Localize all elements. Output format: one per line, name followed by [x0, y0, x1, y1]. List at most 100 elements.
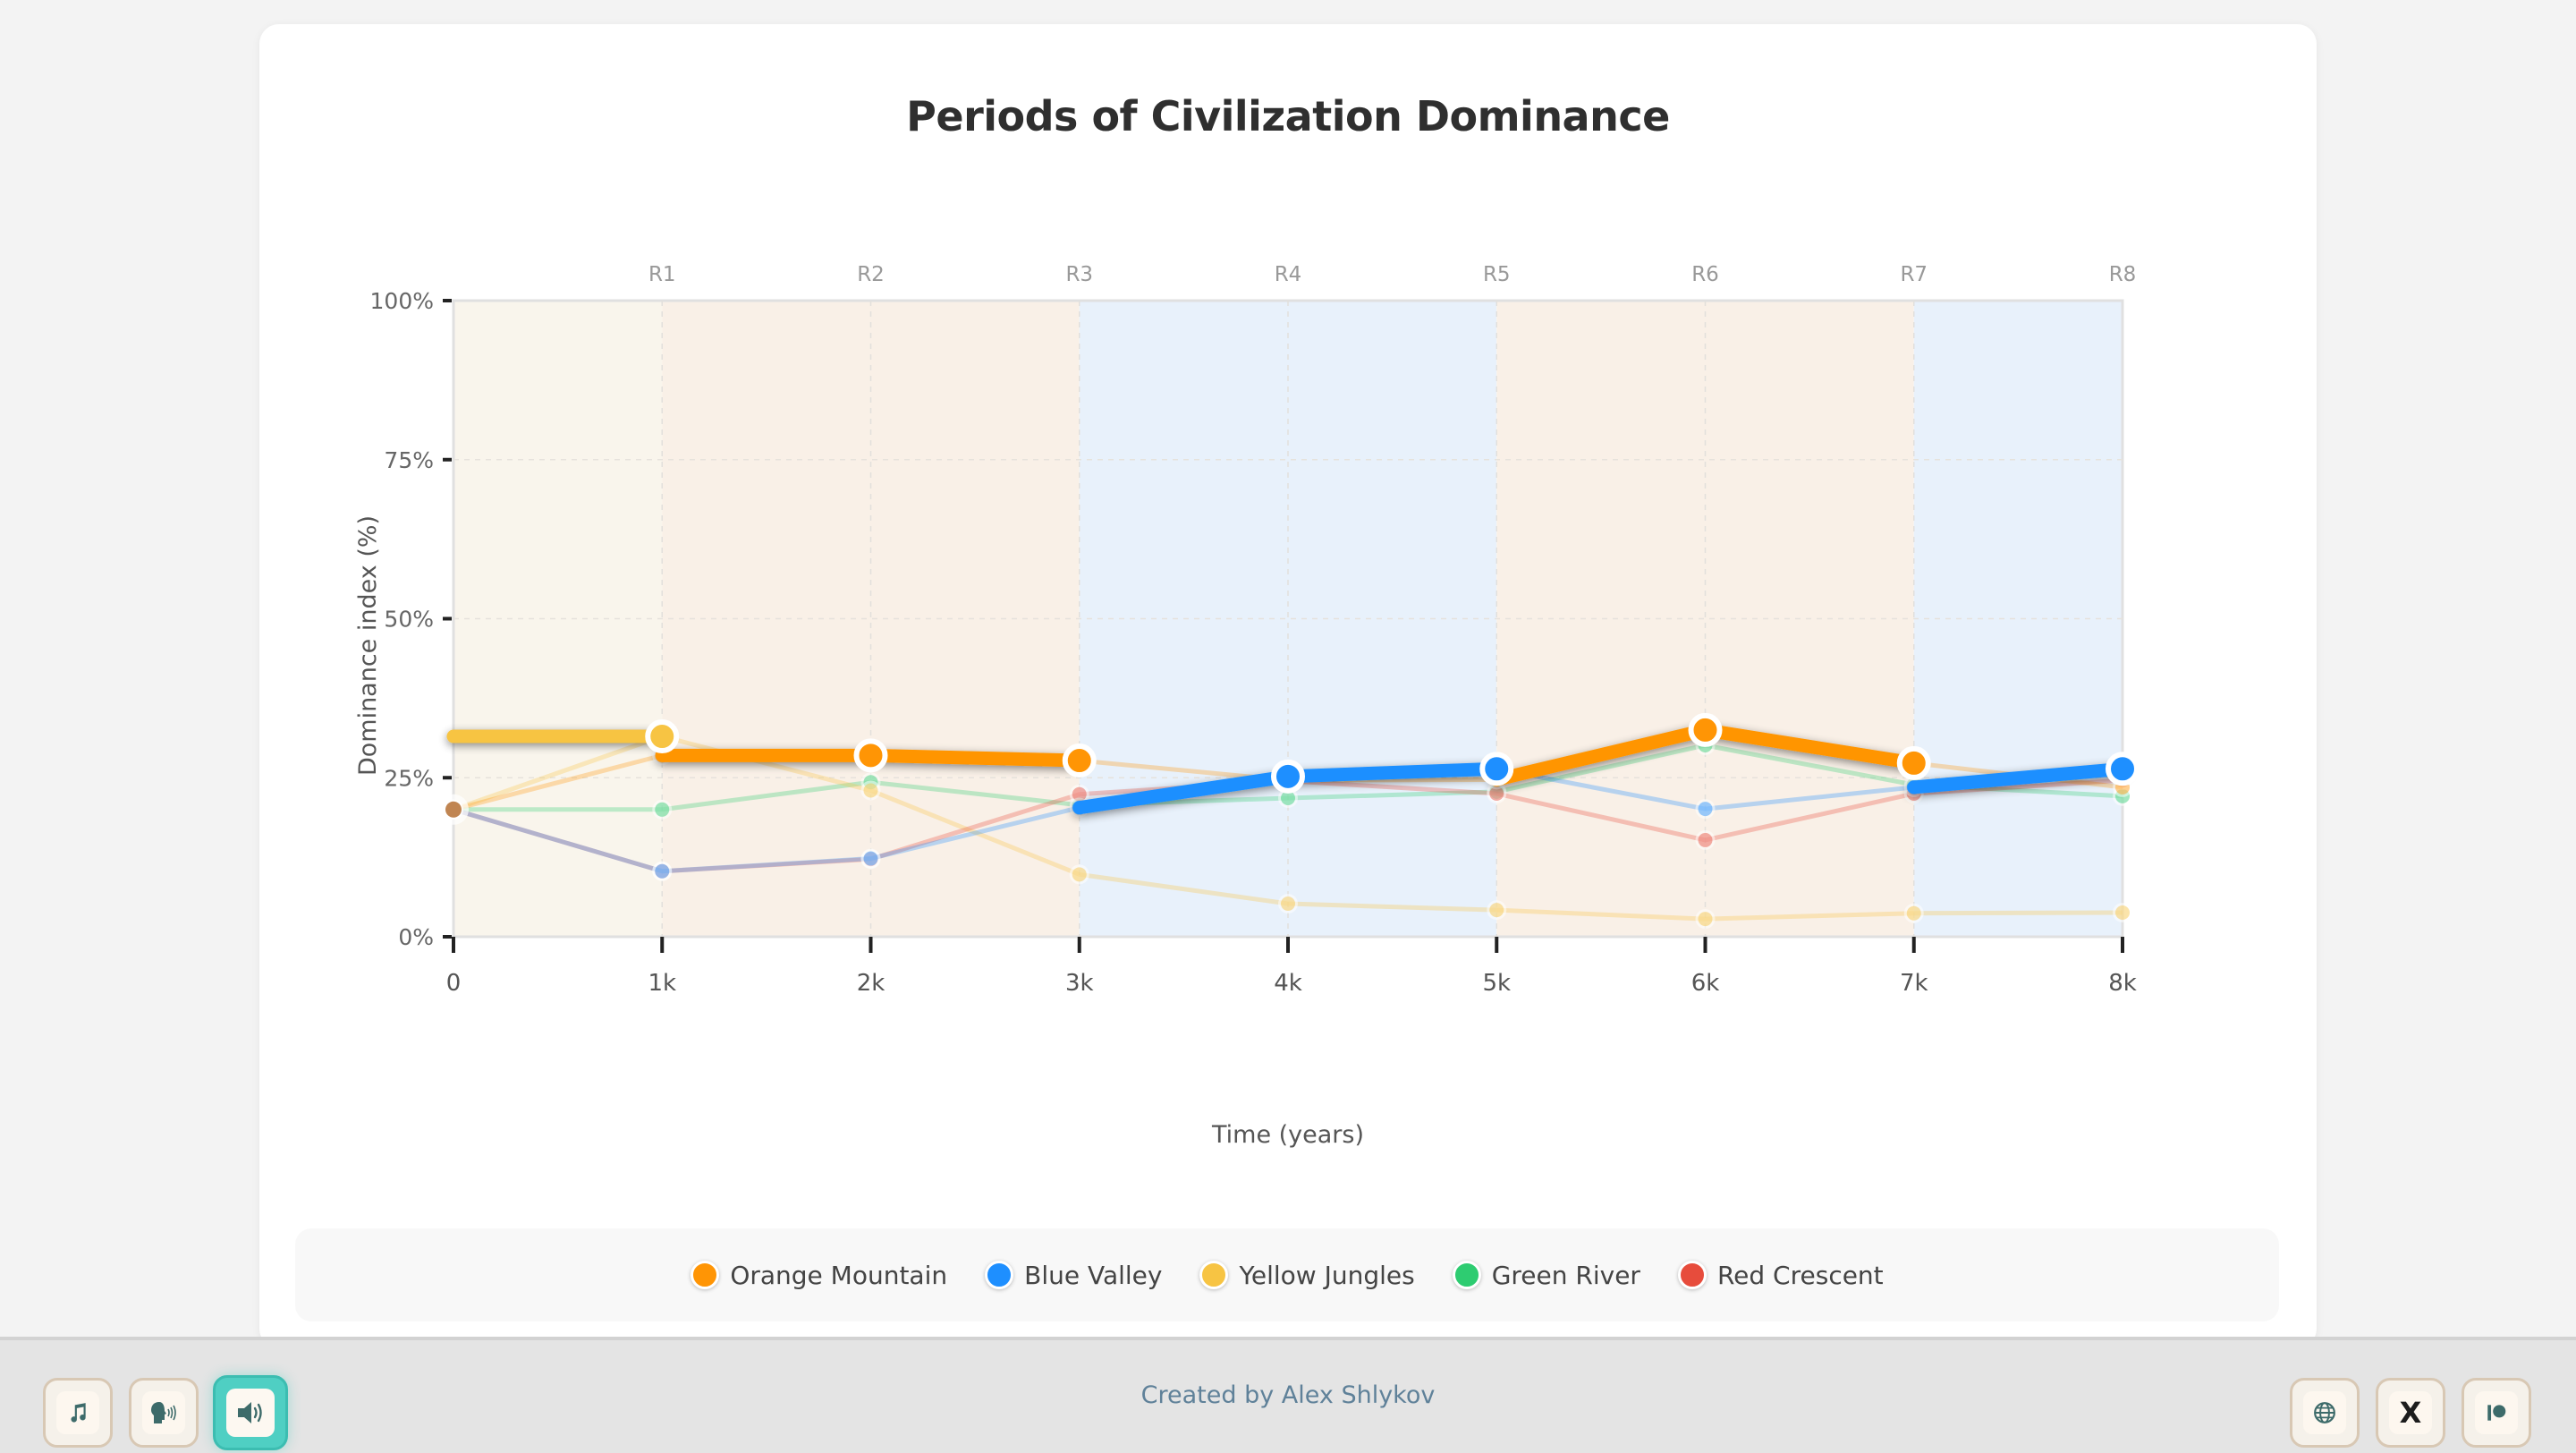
leader-segment-r6: [1489, 723, 1712, 786]
leader-segment-r3: [864, 748, 1087, 768]
x-social-button[interactable]: X: [2376, 1378, 2445, 1448]
legend-item-yellow-jungles[interactable]: Yellow Jungles: [1199, 1260, 1415, 1290]
point-halo: [1278, 894, 1298, 914]
leader-segment-r8: [1907, 761, 2130, 794]
leader-point-r1: [645, 719, 680, 754]
data-point: [655, 863, 670, 879]
leader-segment-r4: [1072, 769, 1295, 815]
speaking-head-icon: [151, 1402, 176, 1423]
legend: Orange Mountain Blue Valley Yellow Jungl…: [295, 1228, 2279, 1321]
legend-item-green-river[interactable]: Green River: [1452, 1260, 1640, 1290]
legend-label: Green River: [1491, 1260, 1640, 1290]
chart-card: Periods of Civilization Dominance 0% 25% 5…: [259, 24, 2317, 1348]
period-label: R4: [1275, 263, 1302, 286]
button-face: [56, 1391, 99, 1434]
leader-point-r3: [1062, 743, 1097, 778]
patreon-icon: [2487, 1405, 2506, 1421]
music-button[interactable]: [43, 1378, 113, 1448]
data-point: [1698, 912, 1713, 927]
website-button[interactable]: [2290, 1378, 2360, 1448]
legend-item-blue-valley[interactable]: Blue Valley: [985, 1261, 1162, 1290]
x-tick-label: 1k: [648, 970, 676, 997]
footer-bar: Created by Alex Shlykov X: [0, 1337, 2576, 1453]
patreon-button[interactable]: [2462, 1378, 2531, 1448]
period-label: R6: [1691, 263, 1719, 286]
data-point: [1072, 786, 1087, 802]
voice-button[interactable]: [129, 1378, 199, 1448]
data-point: [1072, 867, 1087, 882]
legend-item-orange-mountain[interactable]: Orange Mountain: [691, 1261, 947, 1290]
legend-swatch-icon: [1677, 1261, 1707, 1289]
point-halo: [1278, 788, 1298, 809]
leader-point-r5: [1479, 752, 1514, 786]
globe-icon: [2314, 1402, 2335, 1423]
point-halo: [1695, 909, 1716, 930]
point-halo: [860, 848, 881, 869]
x-tick-label: 7k: [1900, 970, 1928, 997]
data-point: [1281, 791, 1295, 806]
x-tick-label: 6k: [1691, 970, 1720, 997]
origin-point: [445, 801, 462, 818]
button-face: [2303, 1391, 2346, 1434]
legend-label: Blue Valley: [1024, 1260, 1163, 1290]
dominance-leader-line: [446, 723, 2130, 815]
leader-point-r7: [1896, 745, 1931, 780]
data-point: [863, 851, 878, 866]
period-label: R5: [1483, 263, 1511, 286]
point-halo: [1487, 900, 1507, 921]
button-face: [2475, 1391, 2518, 1434]
legend-swatch-icon: [1199, 1261, 1229, 1289]
y-axis-label: Dominance index (%): [354, 515, 382, 776]
point-halo: [652, 799, 673, 820]
x-axis-label: Time (years): [1211, 1121, 1364, 1149]
legend-label: Orange Mountain: [730, 1260, 948, 1290]
data-point: [655, 802, 670, 817]
data-point: [1698, 802, 1713, 817]
x-tick-label: 8k: [2108, 970, 2137, 997]
button-face: X: [2389, 1391, 2432, 1434]
x-tick-label: 4k: [1274, 970, 1302, 997]
speaker-button[interactable]: [213, 1375, 288, 1450]
line-chart: 0% 25% 50% 75% 100% 0 1k 2k 3k 4k 5k 6k 7k 8k R1 R2 R3 R4…: [354, 263, 2140, 1149]
period-label: R8: [2109, 263, 2137, 286]
legend-item-red-crescent[interactable]: Red Crescent: [1677, 1260, 1884, 1290]
period-label: R7: [1900, 263, 1928, 286]
y-tick-label: 100%: [370, 288, 434, 314]
x-logo-icon: X: [2399, 1396, 2422, 1430]
y-tick-label: 75%: [384, 447, 434, 473]
leader-point-r8: [2106, 752, 2140, 786]
x-tick-label: 5k: [1482, 970, 1511, 997]
period-label: R3: [1065, 263, 1093, 286]
data-point: [1906, 905, 1921, 921]
legend-label: Red Crescent: [1716, 1260, 1884, 1290]
legend-swatch-icon: [1452, 1261, 1481, 1289]
leader-point-r2: [853, 738, 888, 773]
y-tick-label: 0%: [398, 924, 434, 950]
point-halo: [1069, 864, 1089, 885]
x-tick-label: 2k: [857, 970, 886, 997]
data-point: [863, 783, 878, 798]
point-halo: [1695, 829, 1716, 850]
leader-segment-r7: [1699, 723, 1921, 770]
point-halo: [1487, 784, 1507, 804]
y-tick-label: 50%: [384, 607, 434, 633]
legend-label: Yellow Jungles: [1239, 1260, 1415, 1290]
point-halo: [860, 780, 881, 801]
music-note-icon: [71, 1403, 86, 1423]
data-point: [1281, 896, 1295, 912]
button-face: [226, 1389, 275, 1437]
data-point: [1489, 903, 1504, 918]
period-label: R2: [857, 263, 885, 286]
point-halo: [652, 861, 673, 881]
point-halo: [2113, 902, 2132, 922]
speaker-icon: [238, 1402, 262, 1423]
leader-point-r4: [1271, 759, 1305, 794]
y-tick-label: 25%: [384, 765, 434, 791]
leader-segment-r5: [1281, 761, 1504, 784]
point-halo: [1903, 903, 1924, 923]
x-tick-label: 0: [446, 970, 462, 997]
data-point: [1698, 832, 1713, 847]
legend-swatch-icon: [691, 1261, 720, 1289]
point-halo: [1695, 799, 1716, 820]
leader-point-r6: [1688, 712, 1723, 747]
